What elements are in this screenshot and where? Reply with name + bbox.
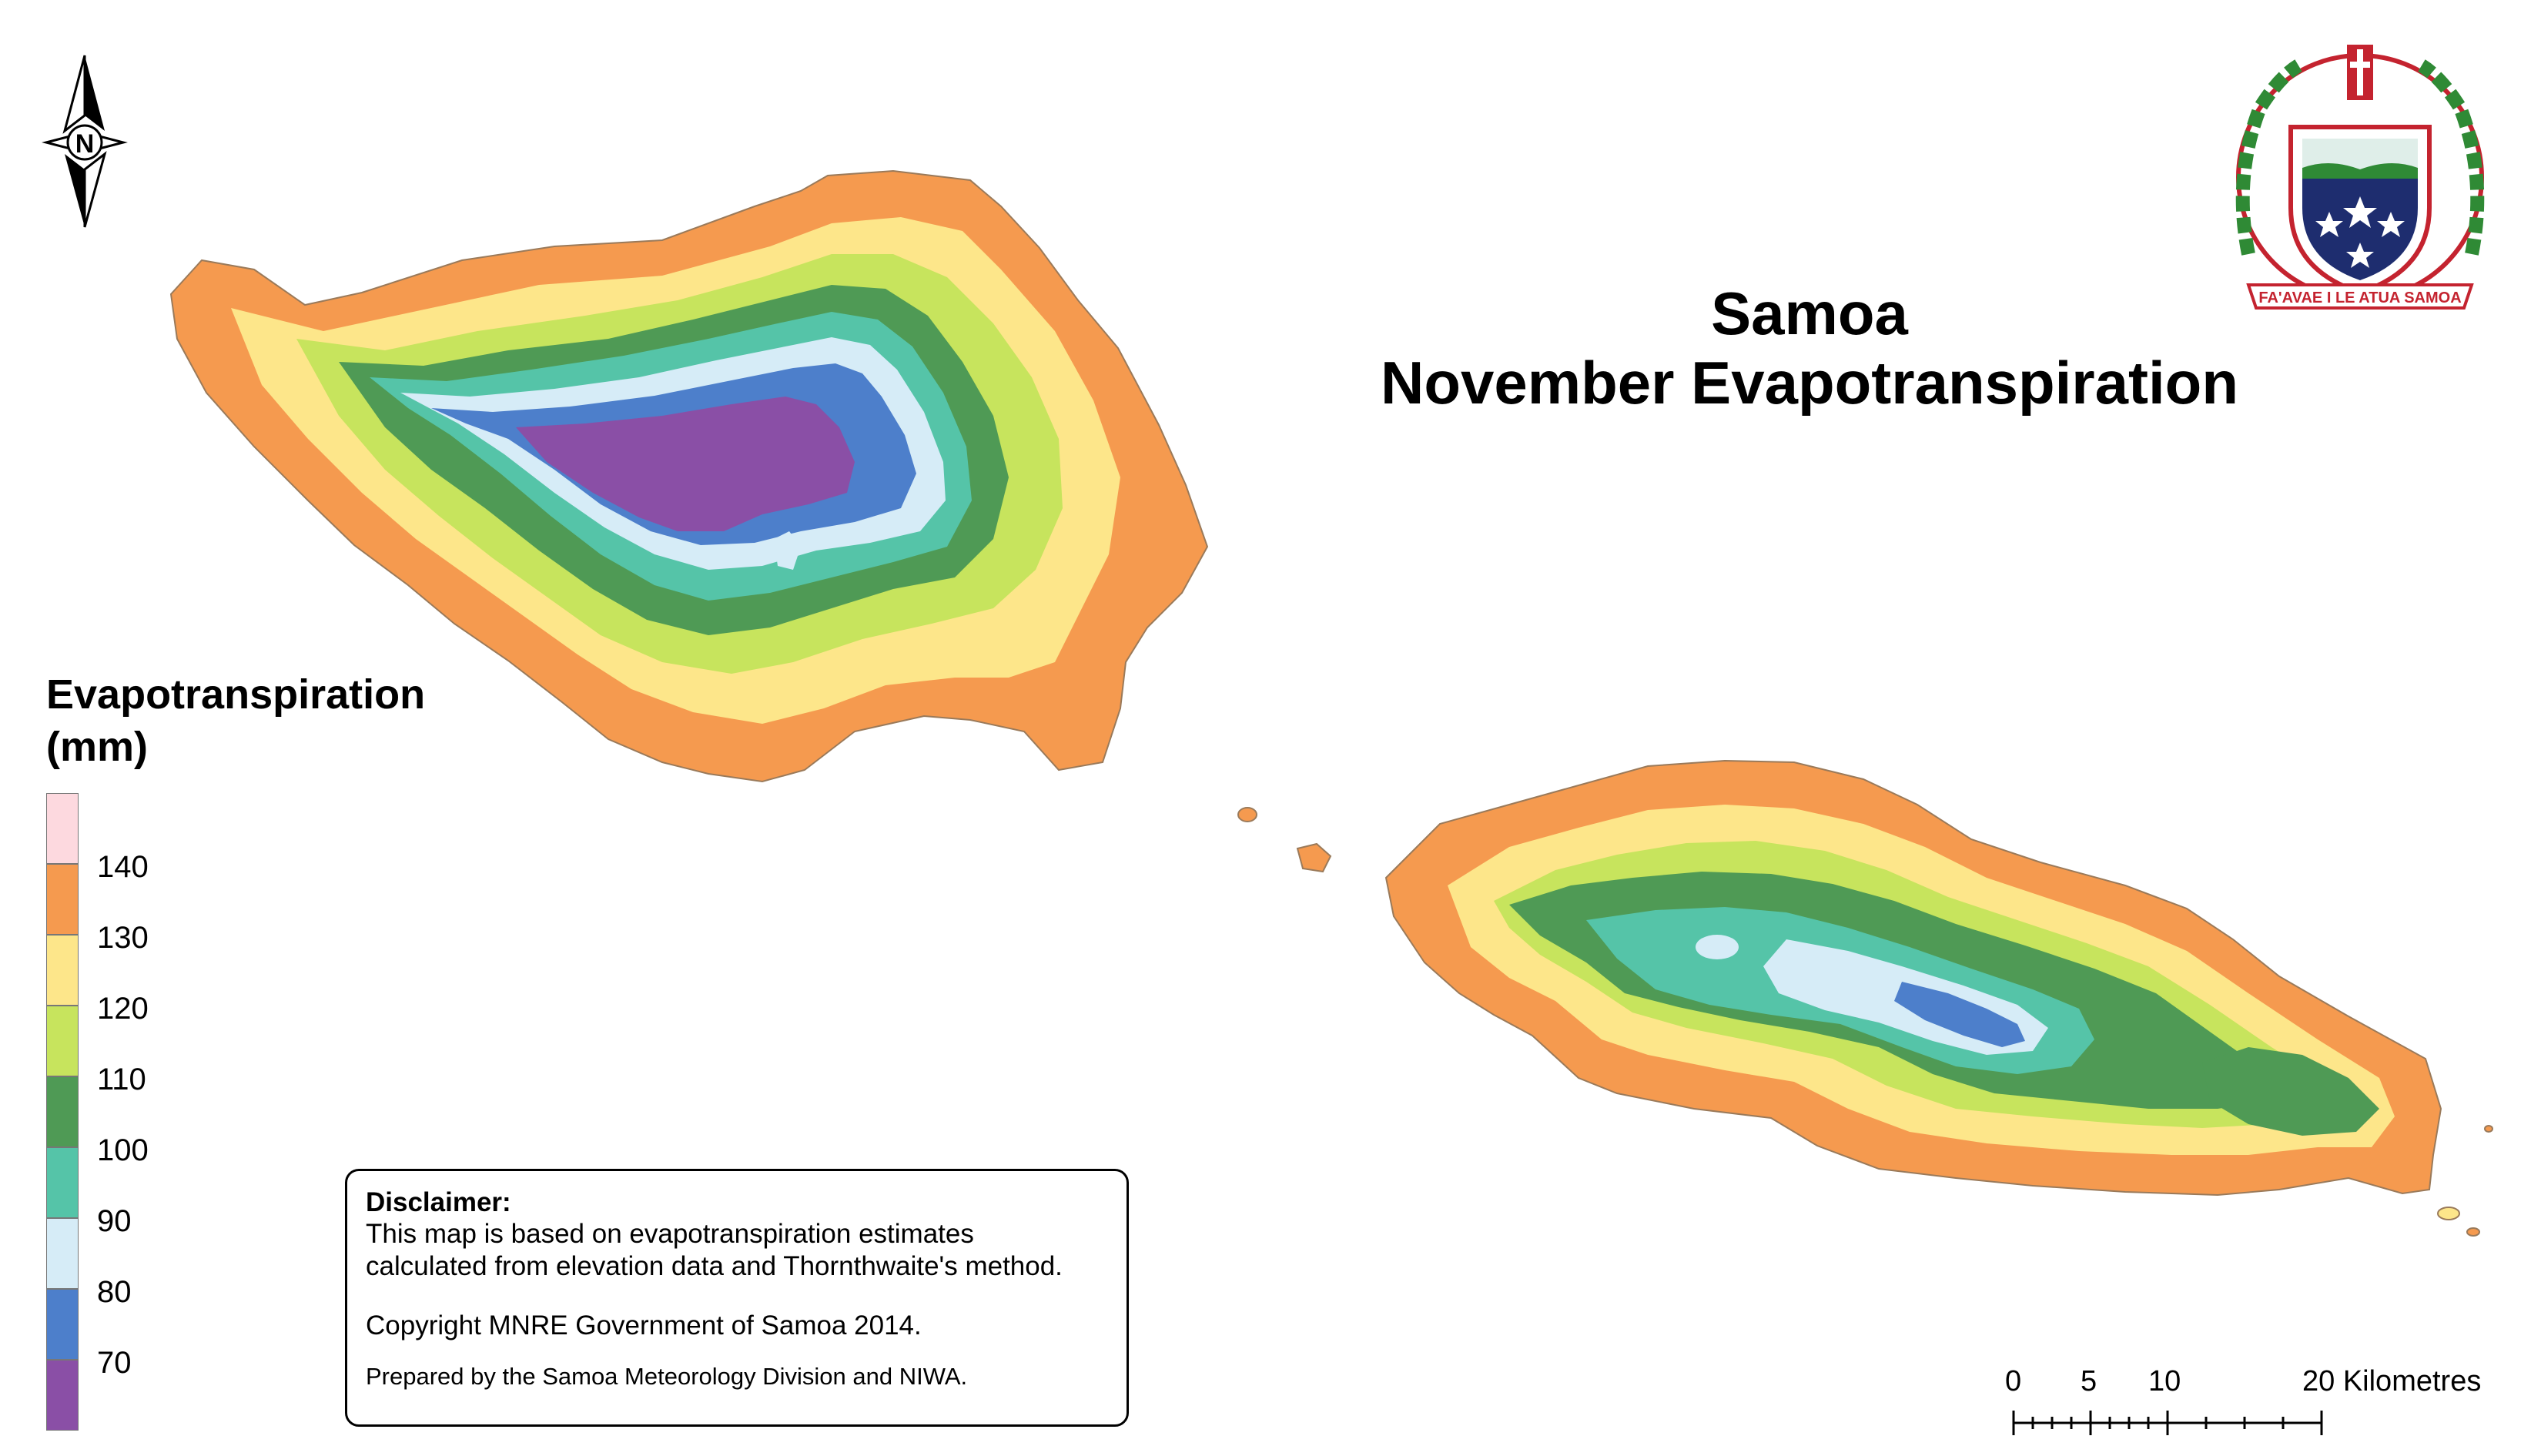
map-subtitle: November Evapotranspiration — [1381, 349, 2238, 417]
disclaimer-box: Disclaimer: This map is based on evapotr… — [345, 1169, 1129, 1427]
islet-east-1 — [2437, 1207, 2460, 1220]
legend-label: 130 — [97, 921, 149, 955]
legend-swatch — [46, 864, 79, 935]
manono-island — [1296, 842, 1332, 873]
savaii-island — [169, 169, 1209, 783]
legend-swatch — [46, 1147, 79, 1218]
upolu-spot-90 — [1696, 935, 1739, 959]
scale-tick-10: 10 — [2148, 1365, 2181, 1397]
apolima-island — [1237, 807, 1257, 822]
disclaimer-heading: Disclaimer: — [366, 1187, 511, 1217]
upolu-east-zone-110 — [2202, 1047, 2379, 1136]
legend-swatch — [46, 1218, 79, 1289]
legend-title: Evapotranspiration — [46, 671, 426, 718]
scale-tick-20: 20 Kilometres — [2302, 1365, 2482, 1397]
legend-unit: (mm) — [46, 724, 148, 770]
scale-tick-0: 0 — [2005, 1365, 2022, 1397]
legend-swatch — [46, 935, 79, 1006]
legend-swatch — [46, 1360, 79, 1431]
legend-swatch — [46, 1076, 79, 1147]
emblem-motto: FA'AVAE I LE ATUA SAMOA — [2258, 290, 2461, 306]
savaii-lake-90 — [774, 531, 801, 570]
disclaimer-copyright: Copyright MNRE Government of Samoa 2014. — [366, 1310, 922, 1341]
legend-swatch — [46, 1006, 79, 1076]
upolu-zone-80 — [1894, 982, 2025, 1047]
islet-east-2 — [2466, 1227, 2480, 1237]
islet-east-3 — [2484, 1125, 2493, 1133]
legend-swatch — [46, 793, 79, 864]
disclaimer-line-1: This map is based on evapotranspiration … — [366, 1218, 974, 1249]
legend-label: 80 — [97, 1275, 132, 1309]
legend-swatch — [46, 1289, 79, 1360]
upolu-island — [1384, 759, 2442, 1197]
legend-label: 90 — [97, 1204, 132, 1238]
legend-label: 100 — [97, 1133, 149, 1167]
legend-label: 120 — [97, 992, 149, 1026]
legend-label: 140 — [97, 850, 149, 884]
disclaimer-line-2: calculated from elevation data and Thorn… — [366, 1251, 1063, 1282]
savaii-zone-70 — [516, 397, 855, 531]
map-title: Samoa — [1711, 279, 1908, 347]
scale-bar-graphic — [2012, 1411, 2323, 1435]
legend-label: 110 — [97, 1063, 146, 1096]
disclaimer-prepared: Prepared by the Samoa Meteorology Divisi… — [366, 1362, 968, 1390]
north-arrow-icon — [42, 55, 128, 228]
legend-label: 70 — [97, 1346, 132, 1380]
scale-tick-5: 5 — [2081, 1365, 2097, 1397]
coat-of-arms-icon — [2235, 45, 2485, 310]
north-arrow-letter: N — [75, 129, 95, 159]
